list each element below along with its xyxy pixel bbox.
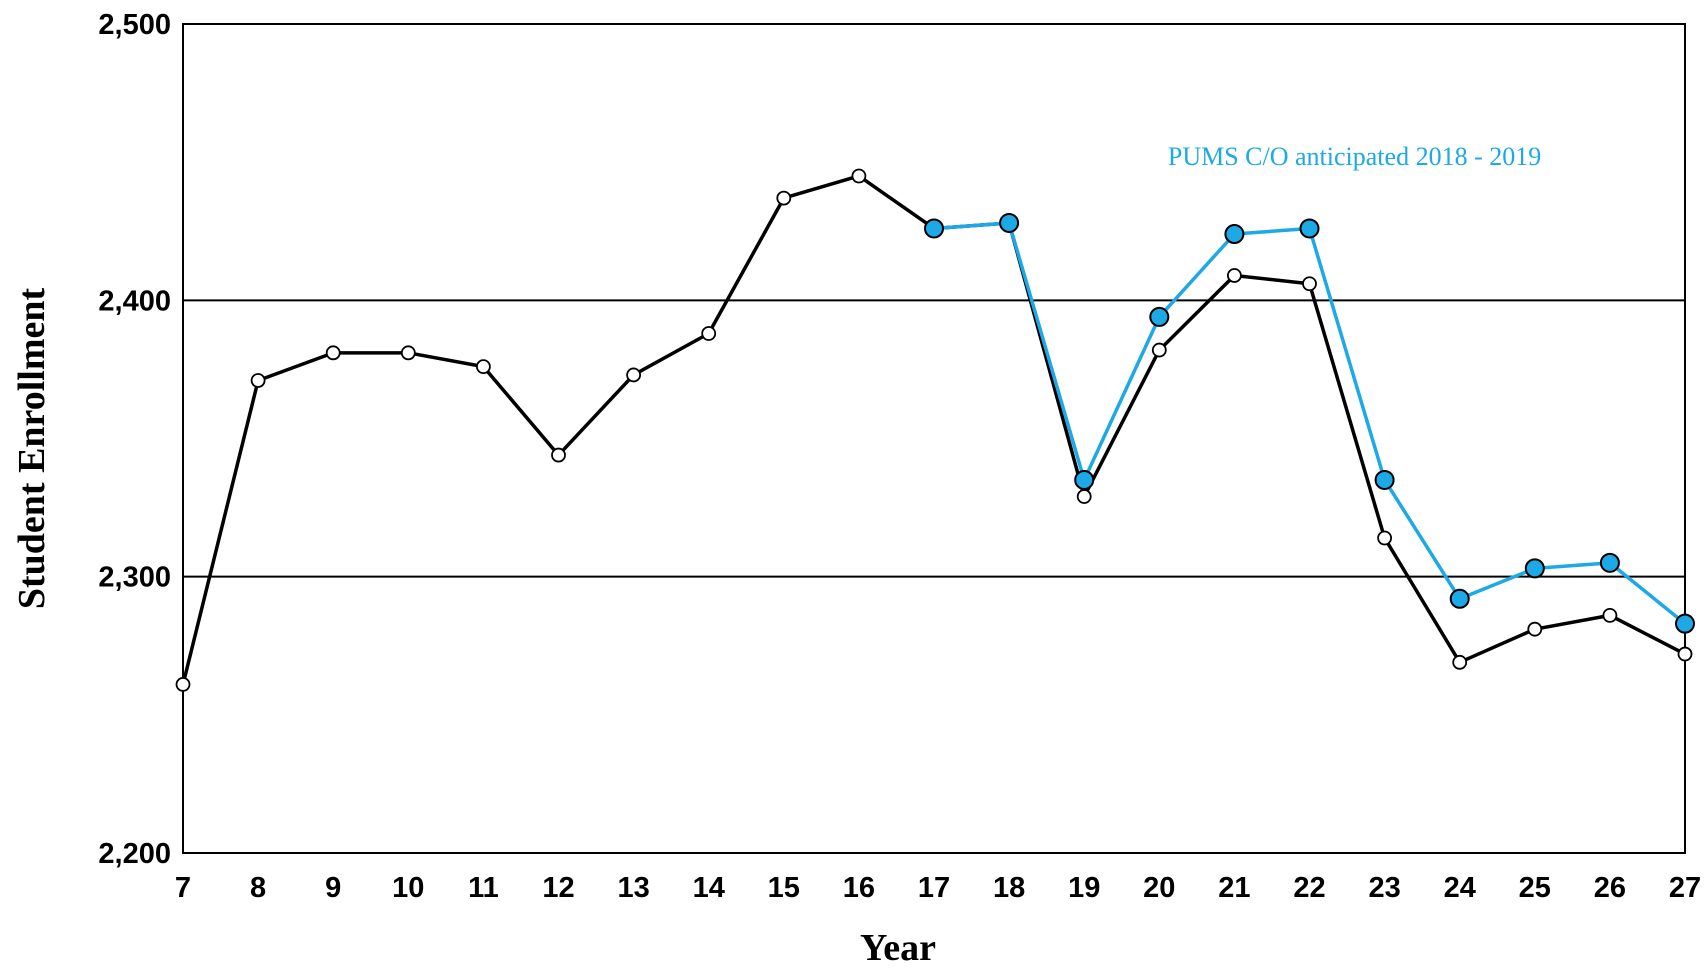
data-point: [1224, 224, 1245, 245]
x-tick-label: 23: [1368, 872, 1400, 904]
x-tick-label: 27: [1669, 872, 1701, 904]
annotation-label: PUMS C/O anticipated 2018 - 2019: [1168, 142, 1541, 171]
x-tick-label: 20: [1143, 872, 1175, 904]
data-point: [400, 345, 416, 361]
x-tick-label: 11: [468, 872, 499, 904]
series-layer: [175, 168, 1695, 692]
data-point: [1677, 646, 1693, 662]
data-point: [626, 367, 641, 383]
y-tick-label: 2,300: [98, 562, 171, 594]
x-tick-label: 10: [392, 872, 424, 904]
x-tick-label: 24: [1444, 872, 1476, 904]
data-point: [1599, 552, 1620, 573]
data-point: [1227, 268, 1242, 283]
data-point: [1302, 276, 1317, 292]
x-tick-label: 7: [175, 872, 191, 904]
data-point: [776, 190, 792, 206]
y-tick-label: 2,500: [98, 9, 171, 41]
x-tick-label: 17: [918, 872, 950, 904]
data-point: [1449, 588, 1470, 609]
data-point: [701, 326, 717, 341]
x-tick-label: 19: [1068, 872, 1100, 904]
data-point: [1602, 607, 1618, 623]
x-tick-label: 9: [325, 872, 341, 904]
x-tick-label: 21: [1218, 872, 1250, 904]
x-tick-label: 8: [250, 872, 266, 904]
x-tick-label: 26: [1594, 872, 1626, 904]
x-tick-label: 16: [843, 872, 875, 904]
data-point: [551, 447, 566, 463]
data-point: [1527, 621, 1543, 637]
data-point: [1074, 469, 1095, 490]
y-axis-title: Student Enrollment: [11, 288, 53, 610]
data-point: [325, 345, 341, 361]
data-point: [1076, 489, 1092, 504]
gridlines: [183, 299, 1685, 578]
x-tick-label: 12: [542, 872, 574, 904]
data-point: [1377, 530, 1392, 546]
x-tick-label: 25: [1519, 872, 1551, 904]
data-point: [250, 373, 266, 388]
data-point: [1675, 613, 1695, 634]
data-point: [1151, 342, 1167, 358]
x-tick-label: 14: [693, 872, 725, 904]
data-point: [1524, 558, 1545, 579]
x-tick-label: 15: [768, 872, 800, 904]
x-axis-tick-labels: 7 8 9 10 11 12 13 14 15 16 17 18 19 20 21 22 23 24 25 26 27: [175, 872, 1701, 904]
data-point: [175, 677, 191, 692]
y-axis-tick-labels: 2,200 2,300 2,400 2,500: [98, 9, 171, 870]
series-2: [924, 212, 1695, 634]
data-point: [1299, 218, 1320, 239]
x-tick-label: 22: [1293, 872, 1325, 904]
x-tick-label: 13: [617, 872, 649, 904]
plot-area-frame: [182, 23, 1686, 854]
data-point: [1452, 654, 1468, 670]
y-tick-label: 2,400: [98, 285, 171, 317]
x-tick-label: 18: [993, 872, 1025, 904]
annotations: PUMS C/O anticipated 2018 - 2019: [1168, 142, 1541, 171]
data-point: [924, 218, 944, 239]
y-tick-label: 2,200: [98, 838, 171, 870]
series-1: [175, 168, 1693, 692]
data-point: [1374, 469, 1395, 490]
data-point: [1149, 306, 1170, 327]
x-axis-title: Year: [860, 927, 936, 969]
data-point: [999, 212, 1020, 233]
data-point: [475, 359, 491, 375]
data-point: [851, 168, 867, 184]
